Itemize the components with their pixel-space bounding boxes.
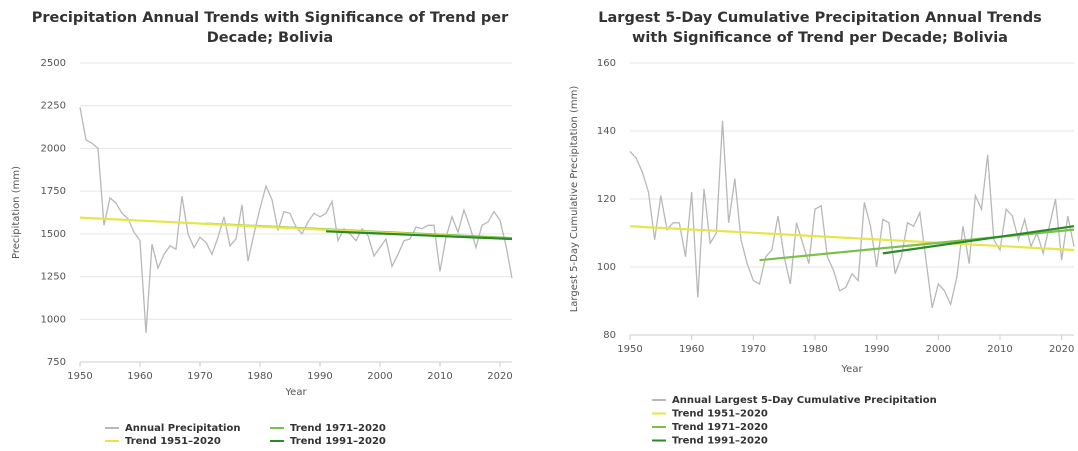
series-line xyxy=(629,225,1075,252)
x-tick-label: 1950 xyxy=(617,344,642,355)
y-tick-label: 160 xyxy=(597,58,616,69)
y-tick-label: 1750 xyxy=(41,186,66,197)
legend-label: Trend 1951–2020 xyxy=(672,409,768,420)
x-tick-label: 2020 xyxy=(1049,344,1074,355)
legend-label: Trend 1991–2020 xyxy=(290,436,386,447)
x-tick-label: 2010 xyxy=(987,344,1012,355)
x-tick-label: 1990 xyxy=(307,371,332,382)
y-tick-label: 750 xyxy=(47,357,66,368)
y-tick-label: 1500 xyxy=(41,229,66,240)
x-tick-label: 2000 xyxy=(926,344,951,355)
legend-label: Trend 1971–2020 xyxy=(672,422,768,433)
x-tick-label: 1970 xyxy=(741,344,766,355)
x-tick-label: 2020 xyxy=(487,371,512,382)
y-tick-label: 80 xyxy=(603,330,616,341)
y-tick-label: 1250 xyxy=(41,272,66,283)
series-line xyxy=(759,228,1075,262)
x-tick-label: 1960 xyxy=(679,344,704,355)
legend-label: Trend 1971–2020 xyxy=(290,423,386,434)
y-axis-label: Precipitation (mm) xyxy=(11,166,22,259)
x-tick-label: 1980 xyxy=(247,371,272,382)
y-tick-label: 100 xyxy=(597,262,616,273)
series-line xyxy=(325,230,513,241)
series-line xyxy=(629,120,1075,308)
x-tick-label: 1960 xyxy=(127,371,152,382)
x-axis-label: Year xyxy=(840,364,863,375)
chart-title: Precipitation Annual Trends with Signifi… xyxy=(31,10,509,46)
y-tick-label: 1000 xyxy=(41,314,66,325)
x-tick-label: 1970 xyxy=(187,371,212,382)
y-tick-label: 2500 xyxy=(41,58,66,69)
chart-title: Largest 5-Day Cumulative Precipitation A… xyxy=(598,10,1042,46)
x-tick-label: 1980 xyxy=(802,344,827,355)
series-line xyxy=(882,225,1075,255)
legend-label: Trend 1991–2020 xyxy=(672,436,768,447)
y-axis-label: Largest 5-Day Cumulative Precipitation (… xyxy=(569,86,580,313)
x-tick-label: 1990 xyxy=(864,344,889,355)
y-tick-label: 2000 xyxy=(41,143,66,154)
y-tick-label: 120 xyxy=(597,194,616,205)
y-tick-label: 2250 xyxy=(41,101,66,112)
legend-label: Annual Largest 5-Day Cumulative Precipit… xyxy=(672,395,937,406)
legend-label: Trend 1951–2020 xyxy=(125,436,221,447)
x-tick-label: 2000 xyxy=(367,371,392,382)
x-tick-label: 1950 xyxy=(67,371,92,382)
y-tick-label: 140 xyxy=(597,126,616,137)
x-axis-label: Year xyxy=(284,387,307,398)
x-tick-label: 2010 xyxy=(427,371,452,382)
legend-label: Annual Precipitation xyxy=(125,423,240,434)
